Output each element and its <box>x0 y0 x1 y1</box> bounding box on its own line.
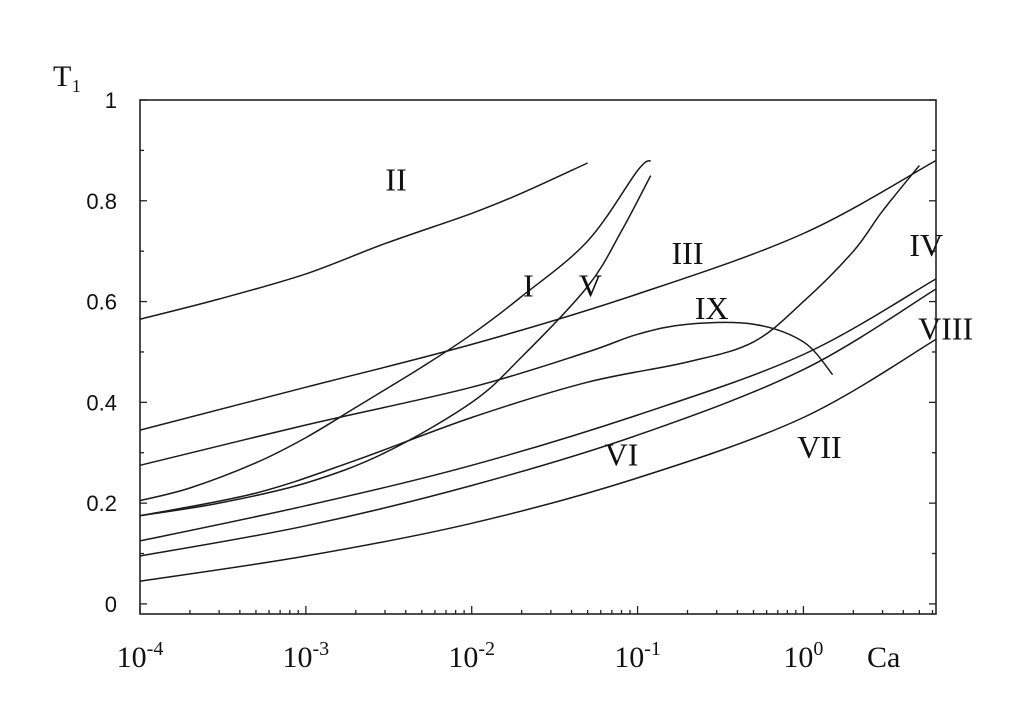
x-tick-label: 10-2 <box>448 638 495 674</box>
curve-label-iii: III <box>672 235 704 271</box>
y-axis-label: T₁ <box>53 60 82 93</box>
series-curves <box>139 159 937 582</box>
x-tick-label: 10-4 <box>117 638 164 674</box>
y-tick-label: 1 <box>105 88 117 113</box>
plot-frame <box>139 99 937 615</box>
curve-label-i: I <box>523 268 534 304</box>
curve-viii <box>139 278 937 542</box>
x-tick-label: 100 <box>783 638 823 674</box>
curve-label-ix: IX <box>695 290 729 326</box>
curve-label-viii: VIII <box>918 310 973 346</box>
x-tick-label: 10-3 <box>283 638 330 674</box>
curve-label-vi: VI <box>605 436 639 472</box>
curve-vi <box>139 288 937 557</box>
curve-v <box>139 175 652 517</box>
curve-iv <box>139 165 920 517</box>
y-tick-label: 0 <box>105 592 117 617</box>
curve-ix <box>139 321 834 467</box>
curve-label-v: V <box>579 268 602 304</box>
y-tick-label: 0.2 <box>86 491 117 516</box>
y-tick-labels: 0 0.2 0.4 0.6 0.8 1 <box>86 88 117 617</box>
y-tick-label: 0.4 <box>86 390 117 415</box>
y-tick-label: 0.6 <box>86 290 117 315</box>
curve-i <box>139 159 652 502</box>
curve-iii <box>139 159 937 431</box>
curve-ii <box>139 162 588 320</box>
x-tick-labels: 10-4 10-3 10-2 10-1 100 <box>117 638 824 674</box>
x-axis-label: Ca <box>867 641 900 674</box>
axis-ticks <box>139 99 936 614</box>
y-tick-label: 0.8 <box>86 189 117 214</box>
x-tick-label: 10-1 <box>614 638 661 674</box>
curve-label-iv: IV <box>909 227 943 263</box>
curve-label-vii: VII <box>797 429 841 465</box>
curve-label-ii: II <box>385 162 406 198</box>
curve-vii <box>139 338 937 582</box>
